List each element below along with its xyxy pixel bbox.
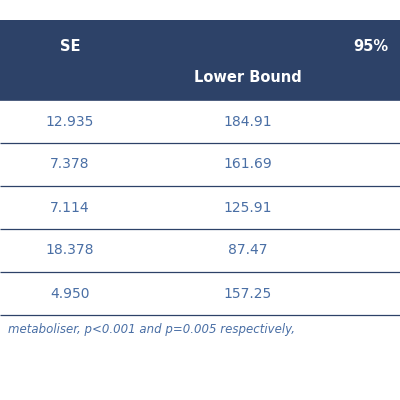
Text: Lower Bound: Lower Bound — [194, 70, 302, 85]
Text: 125.91: 125.91 — [224, 200, 272, 214]
Text: 4.950: 4.950 — [50, 286, 90, 300]
Text: 157.25: 157.25 — [224, 286, 272, 300]
Text: 161.69: 161.69 — [224, 158, 272, 172]
Text: 7.114: 7.114 — [50, 200, 90, 214]
Text: 184.91: 184.91 — [224, 114, 272, 128]
Text: 87.47: 87.47 — [228, 244, 268, 258]
Text: SE: SE — [60, 39, 80, 54]
Text: metaboliser, p<0.001 and p=0.005 respectively,: metaboliser, p<0.001 and p=0.005 respect… — [8, 323, 295, 336]
Text: 18.378: 18.378 — [46, 244, 94, 258]
Text: 12.935: 12.935 — [46, 114, 94, 128]
Bar — [0, 20, 400, 100]
Text: 95%: 95% — [353, 39, 388, 54]
Text: 7.378: 7.378 — [50, 158, 90, 172]
